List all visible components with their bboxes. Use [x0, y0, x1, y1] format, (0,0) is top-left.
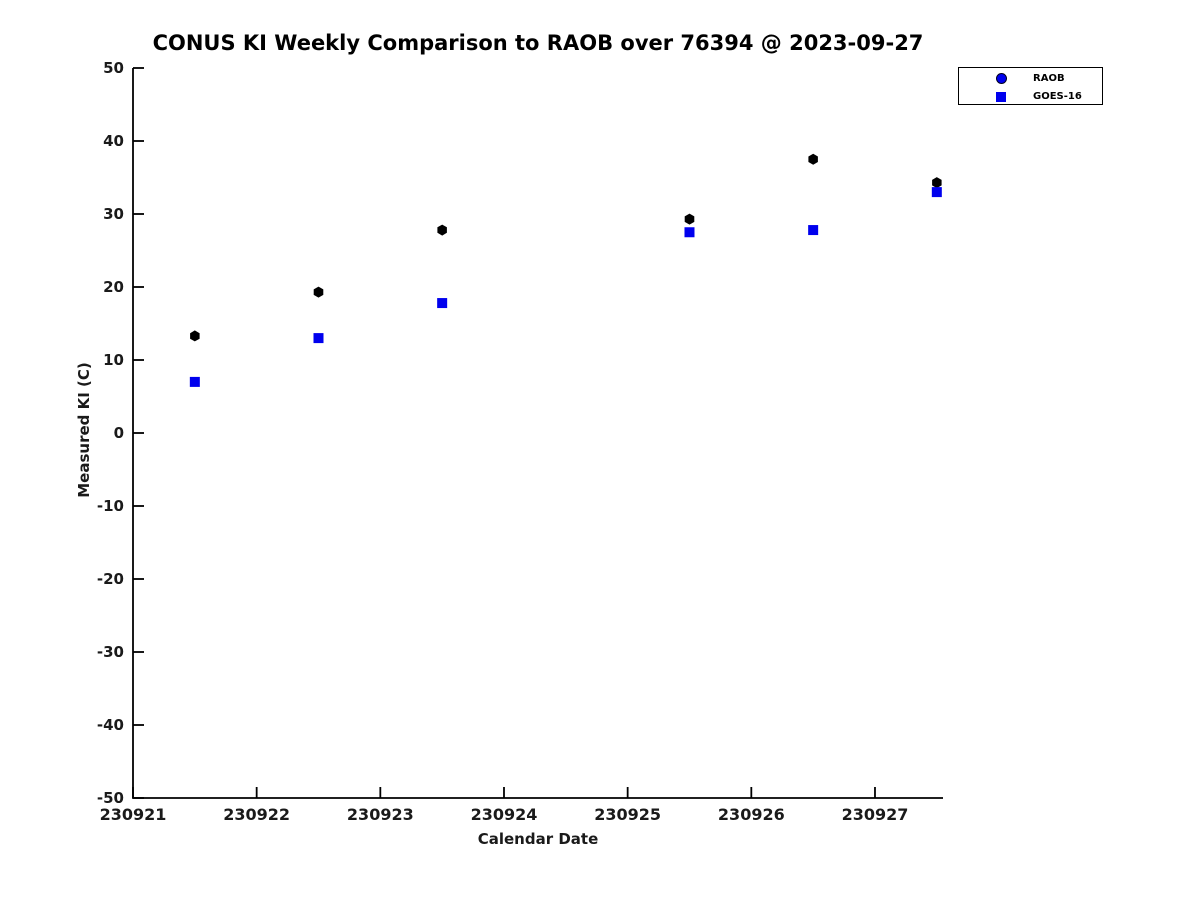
y-tick-label: 10 [103, 351, 124, 369]
goes16-point [808, 225, 819, 236]
raob-point [932, 177, 942, 189]
x-tick-label: 230924 [471, 805, 538, 824]
y-tick-label: 30 [103, 205, 124, 223]
y-tick-label: -30 [97, 643, 124, 661]
raob-point [190, 330, 200, 342]
x-tick-label: 230923 [347, 805, 414, 824]
legend-label-goes16: GOES-16 [1033, 91, 1082, 102]
y-tick-label: 20 [103, 278, 124, 296]
raob-point [684, 213, 695, 225]
y-tick-label: -40 [97, 716, 124, 734]
legend-label-raob: RAOB [1033, 73, 1065, 84]
x-axis-label: Calendar Date [477, 830, 599, 848]
goes16-point [931, 187, 942, 198]
raob-legend-marker-cell [995, 73, 1007, 84]
y-tick-label: -10 [97, 497, 124, 515]
y-tick-label: -50 [97, 789, 124, 807]
y-tick-label: 0 [114, 424, 124, 442]
goes16-legend-marker-cell [995, 91, 1007, 102]
y-axis-label: Measured KI (C) [75, 362, 93, 498]
x-tick-label: 230925 [594, 805, 661, 824]
goes16-point [189, 376, 200, 387]
goes16-square-icon [996, 91, 1006, 102]
goes16-point [684, 227, 695, 238]
legend: RAOB GOES-16 [958, 67, 1103, 105]
goes16-point [313, 333, 324, 344]
raob-point [808, 153, 818, 165]
y-tick-label: 40 [103, 132, 124, 150]
raob-point [313, 286, 324, 298]
raob-point [437, 224, 447, 236]
x-tick-label: 230922 [223, 805, 290, 824]
x-tick-label: 230926 [718, 805, 785, 824]
goes16-point [437, 298, 448, 309]
legend-item-goes16: GOES-16 [959, 89, 1102, 104]
y-tick-label: 50 [103, 59, 124, 77]
chart-title: CONUS KI Weekly Comparison to RAOB over … [152, 31, 924, 55]
x-tick-label: 230927 [842, 805, 909, 824]
legend-item-raob: RAOB [959, 71, 1102, 86]
x-tick-label: 230921 [100, 805, 167, 824]
y-tick-label: -20 [97, 570, 124, 588]
raob-circle-icon [995, 73, 1007, 84]
